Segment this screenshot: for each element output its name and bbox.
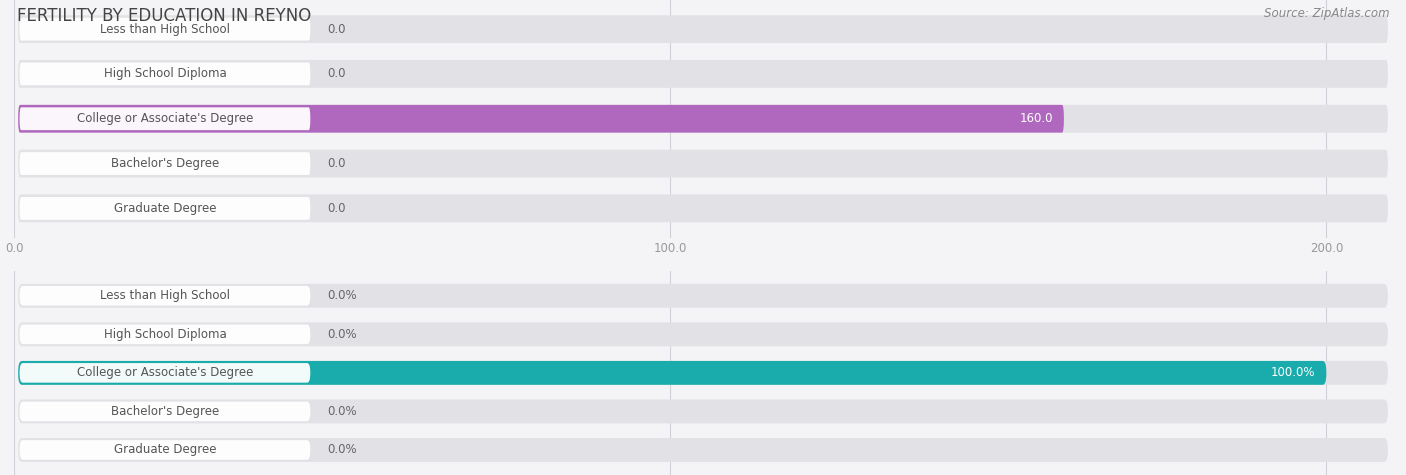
Text: 0.0: 0.0 (326, 202, 346, 215)
FancyBboxPatch shape (18, 60, 1388, 88)
Text: High School Diploma: High School Diploma (104, 67, 226, 80)
Text: 0.0: 0.0 (326, 67, 346, 80)
FancyBboxPatch shape (18, 361, 1326, 385)
Text: Less than High School: Less than High School (100, 23, 231, 36)
FancyBboxPatch shape (18, 284, 1388, 308)
FancyBboxPatch shape (18, 105, 1064, 133)
Text: 0.0%: 0.0% (326, 289, 357, 302)
Text: 100.0%: 100.0% (1271, 366, 1315, 380)
FancyBboxPatch shape (20, 324, 311, 344)
Text: 0.0%: 0.0% (326, 444, 357, 456)
Text: Less than High School: Less than High School (100, 289, 231, 302)
Text: FERTILITY BY EDUCATION IN REYNO: FERTILITY BY EDUCATION IN REYNO (17, 7, 311, 25)
FancyBboxPatch shape (20, 18, 311, 40)
Text: College or Associate's Degree: College or Associate's Degree (77, 112, 253, 125)
Text: 160.0: 160.0 (1019, 112, 1053, 125)
Text: Bachelor's Degree: Bachelor's Degree (111, 157, 219, 170)
FancyBboxPatch shape (18, 15, 1388, 43)
FancyBboxPatch shape (20, 363, 311, 383)
FancyBboxPatch shape (18, 361, 1388, 385)
FancyBboxPatch shape (18, 399, 1388, 423)
FancyBboxPatch shape (18, 323, 1388, 346)
FancyBboxPatch shape (20, 286, 311, 305)
Text: College or Associate's Degree: College or Associate's Degree (77, 366, 253, 380)
FancyBboxPatch shape (20, 440, 311, 460)
Text: Graduate Degree: Graduate Degree (114, 444, 217, 456)
FancyBboxPatch shape (20, 63, 311, 86)
Text: 0.0: 0.0 (326, 157, 346, 170)
Text: 0.0%: 0.0% (326, 328, 357, 341)
FancyBboxPatch shape (18, 194, 1388, 222)
Text: Graduate Degree: Graduate Degree (114, 202, 217, 215)
Text: 0.0%: 0.0% (326, 405, 357, 418)
Text: 0.0: 0.0 (326, 23, 346, 36)
FancyBboxPatch shape (20, 107, 311, 130)
FancyBboxPatch shape (18, 105, 1388, 133)
FancyBboxPatch shape (20, 152, 311, 175)
FancyBboxPatch shape (18, 438, 1388, 462)
Text: High School Diploma: High School Diploma (104, 328, 226, 341)
FancyBboxPatch shape (20, 197, 311, 220)
Text: Source: ZipAtlas.com: Source: ZipAtlas.com (1264, 7, 1389, 20)
Text: Bachelor's Degree: Bachelor's Degree (111, 405, 219, 418)
FancyBboxPatch shape (18, 150, 1388, 178)
FancyBboxPatch shape (20, 402, 311, 421)
